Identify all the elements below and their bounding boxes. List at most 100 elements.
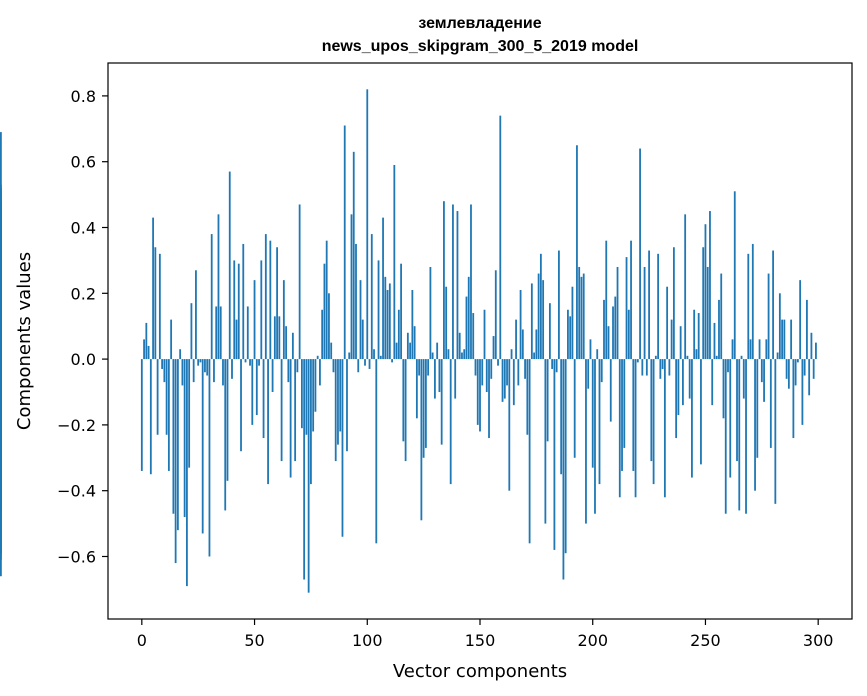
- bar-177: [539, 253, 542, 360]
- bar-107: [382, 217, 384, 360]
- bar-76: [312, 359, 315, 432]
- bar-230: [659, 359, 662, 379]
- bar-221: [639, 148, 641, 360]
- bar-255: [715, 355, 718, 360]
- bar-167: [517, 359, 520, 386]
- bar-47: [246, 306, 249, 360]
- bar-11: [165, 359, 168, 435]
- bar-272: [754, 359, 756, 491]
- bar-196: [582, 273, 585, 360]
- bar-81: [323, 263, 326, 360]
- bar-84: [330, 342, 333, 360]
- bar-31: [210, 234, 213, 360]
- bar-242: [686, 355, 689, 360]
- bar-57: [269, 240, 272, 360]
- bar-56: [267, 359, 269, 485]
- bar-257: [720, 273, 723, 360]
- bar-226: [650, 359, 653, 462]
- bar-70: [298, 204, 301, 360]
- bar-250: [704, 224, 707, 360]
- bar-52: [258, 359, 260, 366]
- bar-75: [310, 359, 312, 485]
- bar-162: [506, 359, 508, 386]
- bar-126: [424, 359, 427, 448]
- bar-294: [803, 359, 806, 376]
- x-tick-label: 0: [137, 631, 147, 650]
- bar-46: [244, 359, 247, 363]
- bar-160: [501, 359, 504, 402]
- y-tick-label: −0.2: [57, 416, 96, 435]
- bar-55: [264, 234, 267, 360]
- bar-51: [255, 359, 258, 416]
- bar-286: [785, 359, 788, 379]
- bar-271: [751, 243, 754, 360]
- bar-115: [400, 263, 402, 360]
- bar-139: [454, 359, 457, 399]
- bar-40: [231, 359, 233, 379]
- bar-223: [643, 266, 646, 360]
- bar-228: [654, 355, 657, 360]
- bar-6: [154, 247, 157, 360]
- bar-90: [343, 125, 346, 360]
- bar-37: [224, 359, 227, 511]
- bar-174: [533, 352, 536, 360]
- bar-173: [530, 283, 533, 360]
- bar-180: [546, 359, 549, 442]
- x-tick-label: 200: [577, 631, 608, 650]
- bar-275: [760, 359, 763, 383]
- bar-89: [341, 359, 344, 537]
- bar-274: [758, 339, 761, 360]
- bar-7: [156, 359, 159, 435]
- bar-143: [463, 349, 466, 360]
- bar-123: [418, 359, 421, 376]
- bar-222: [641, 359, 644, 376]
- bar-159: [499, 115, 502, 360]
- bar-33: [215, 306, 218, 360]
- bar-74: [307, 359, 310, 593]
- bar-124: [420, 359, 423, 521]
- bar-291: [796, 359, 799, 363]
- bar-94: [352, 151, 355, 360]
- bar-203: [598, 359, 601, 485]
- bar-206: [605, 240, 608, 360]
- bar-156: [492, 336, 495, 360]
- bar-144: [465, 296, 468, 360]
- bar-66: [289, 359, 292, 478]
- bar-284: [781, 319, 784, 360]
- bar-270: [749, 339, 752, 360]
- bar-12: [167, 359, 170, 471]
- bar-93: [350, 214, 353, 360]
- y-tick-label: −0.4: [57, 482, 96, 501]
- bar-247: [697, 313, 700, 360]
- bar-157: [494, 270, 497, 360]
- bar-260: [727, 359, 729, 373]
- x-axis: 0 50 100 150 200 250 300: [137, 619, 833, 650]
- bar-111: [391, 359, 393, 363]
- bar-266: [740, 355, 743, 360]
- bar-145: [467, 276, 470, 360]
- bar-244: [691, 359, 693, 478]
- bar-96: [357, 359, 360, 373]
- bar-208: [609, 359, 612, 422]
- bar-71: [300, 359, 303, 429]
- x-tick-label: 100: [352, 631, 383, 650]
- bar-87: [337, 359, 339, 445]
- bar-187: [562, 359, 565, 580]
- bar-251: [706, 266, 709, 360]
- bar-20: [186, 359, 188, 587]
- bar-152: [483, 309, 486, 360]
- bar-49: [251, 359, 254, 425]
- y-tick-label: 0.4: [71, 218, 96, 237]
- plot-frame: [107, 62, 853, 620]
- bar-38: [226, 359, 229, 481]
- bar-13: [170, 319, 173, 360]
- bar-225: [648, 250, 650, 360]
- bar-100: [366, 89, 369, 360]
- bars-group: [0, 89, 817, 593]
- x-axis-label: Vector components: [393, 661, 567, 682]
- bar-204: [600, 359, 603, 383]
- bar-44: [240, 359, 242, 452]
- bar-245: [693, 309, 696, 360]
- bar-276: [763, 359, 765, 402]
